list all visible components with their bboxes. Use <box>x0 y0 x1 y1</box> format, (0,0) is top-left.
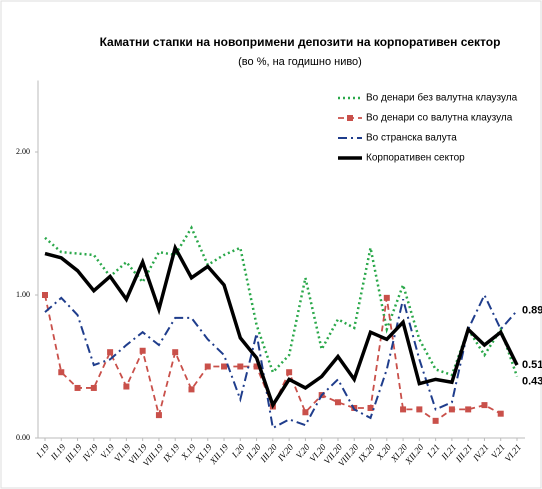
marker <box>416 406 423 413</box>
series-line <box>44 292 518 430</box>
marker <box>188 386 195 393</box>
legend-label: Во денари без валутна клаузула <box>366 92 518 104</box>
marker <box>286 369 293 376</box>
marker <box>465 406 472 413</box>
end-value-label: 0.89 <box>522 305 542 317</box>
legend-label: Во странска валута <box>366 133 457 144</box>
end-value-label: 0.43 <box>522 375 542 387</box>
chart-title: Каматни стапки на новопримени депозити н… <box>100 35 501 49</box>
marker <box>334 399 341 406</box>
series-line <box>44 243 519 410</box>
legend-label: Корпоративен сектор <box>366 153 465 164</box>
marker <box>123 383 130 390</box>
marker <box>302 409 309 416</box>
y-tick-label: 1.00 <box>16 290 30 299</box>
marker <box>139 347 146 354</box>
marker <box>237 363 244 370</box>
marker <box>367 404 374 411</box>
marker <box>74 384 81 391</box>
marker <box>221 363 228 370</box>
marker <box>448 406 455 413</box>
series-line <box>44 294 502 422</box>
chart-subtitle: (во %, на годишно ниво) <box>238 56 362 68</box>
marker <box>497 410 504 417</box>
series-line <box>44 225 519 377</box>
marker <box>42 292 48 298</box>
marker <box>481 402 488 409</box>
y-tick-label: 0.00 <box>16 433 30 442</box>
marker <box>383 294 390 301</box>
y-tick-label: 2.00 <box>16 147 30 156</box>
marker <box>58 369 65 376</box>
marker <box>107 349 114 356</box>
marker <box>155 412 162 419</box>
end-value-label: 0.51 <box>522 359 542 371</box>
legend-label: Во денари со валутна клаузула <box>366 113 513 124</box>
marker <box>90 384 97 391</box>
marker <box>253 363 260 370</box>
legend-marker <box>347 115 353 121</box>
marker <box>400 406 407 413</box>
marker <box>432 417 439 424</box>
marker <box>204 363 211 370</box>
marker <box>172 349 179 356</box>
